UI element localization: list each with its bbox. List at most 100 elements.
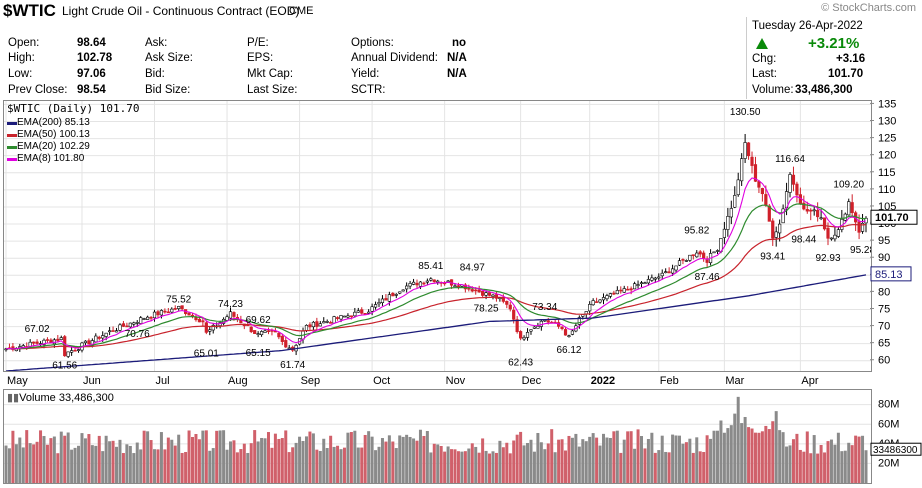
volume-bar [70, 449, 74, 483]
candle-body [605, 295, 609, 300]
candle-body [477, 289, 481, 293]
candle-body [805, 209, 809, 212]
candle-body [177, 306, 181, 309]
price-pane: 67.02 61.56 75.52 70.76 65.01 74.23 69.62 65.15… [3, 100, 875, 372]
chg-value: +3.16 [836, 53, 866, 65]
candle-body [750, 156, 754, 166]
candle-body [353, 311, 357, 317]
candle-body [453, 285, 457, 288]
volume-bar [771, 421, 775, 483]
volume-bar [674, 435, 678, 483]
volume-label: Volume: [752, 84, 794, 96]
candle-body [505, 300, 509, 305]
candle-body [429, 278, 433, 281]
volume-bar [560, 439, 564, 483]
candle-body [816, 209, 820, 218]
candle-body [108, 330, 112, 333]
candle-body [774, 231, 778, 238]
candle-body [135, 322, 139, 324]
price-label: 70.76 [125, 329, 150, 340]
candle-body [674, 265, 678, 271]
candle-body [211, 324, 215, 331]
volume-bar [826, 441, 830, 483]
price-label: 92.93 [815, 253, 840, 264]
volume-bar [805, 431, 809, 483]
volume-bar [456, 451, 460, 483]
candle-body [639, 282, 644, 284]
volume-bar [187, 430, 191, 483]
volume-bar [242, 443, 246, 483]
candle-body [18, 346, 22, 348]
last-label: Last: [752, 68, 777, 80]
volume-bar [332, 446, 336, 483]
volume-bar [163, 449, 167, 483]
candle-body [563, 329, 568, 336]
volume-bar [391, 441, 395, 483]
candle-body [632, 283, 637, 290]
candle-body [249, 326, 253, 333]
dividend-value: N/A [447, 52, 467, 64]
volume-bar [436, 444, 440, 483]
candle-body [736, 179, 740, 196]
candle-body [332, 316, 336, 324]
bid-size-label: Bid Size: [145, 84, 191, 96]
volume-bar [284, 430, 288, 483]
x-tick-label: Jul [156, 375, 170, 387]
candle-body [73, 349, 77, 352]
candle-body [681, 259, 685, 261]
volume-bar [294, 442, 298, 483]
volume-bar [691, 452, 695, 483]
low-value: 97.06 [77, 68, 106, 80]
candle-body [401, 289, 405, 292]
volume-bar [570, 437, 574, 483]
volume-bar [702, 451, 706, 483]
volume-bar [301, 441, 305, 483]
x-tick-label: Sep [301, 375, 321, 387]
volume-bar [491, 451, 495, 483]
candle-body [636, 284, 640, 286]
price-label: 73.34 [532, 302, 557, 313]
candle-body [204, 322, 208, 333]
volume-bar [346, 432, 350, 483]
volume-bar [626, 431, 630, 483]
volume-bar [39, 430, 43, 483]
candle-body [197, 318, 202, 323]
candle-body [788, 174, 792, 193]
candle-body [570, 330, 575, 335]
legend-ema200: ▬EMA(200) 85.13 [7, 117, 90, 128]
candle-body [398, 291, 402, 294]
volume-bar [104, 435, 108, 483]
volume-bar [304, 436, 308, 483]
volume-bar [149, 440, 153, 483]
volume-bar [318, 450, 322, 483]
volume-bar [588, 436, 592, 483]
candle-body [125, 325, 129, 328]
candle-body [484, 292, 488, 296]
candle-body [436, 280, 440, 283]
volume-bar [564, 450, 568, 483]
candle-body [529, 329, 533, 332]
candle-body [104, 332, 108, 337]
candle-body [629, 288, 633, 291]
volume-bar [743, 416, 747, 483]
volume-bar [387, 435, 391, 483]
volume-bar [574, 433, 578, 483]
volume-bar [349, 432, 353, 483]
volume-bar [4, 445, 8, 483]
volume-bar [612, 431, 616, 483]
candle-body [812, 209, 816, 212]
price-label: 65.01 [194, 349, 219, 360]
candle-body [512, 309, 516, 320]
candle-body [660, 272, 664, 277]
volume-bar [484, 450, 488, 483]
volume-chart[interactable] [4, 390, 871, 483]
candle-body [339, 315, 343, 320]
volume-bar [446, 446, 450, 483]
candle-body [263, 330, 267, 333]
volume-bar [494, 452, 498, 483]
volume-bar [640, 436, 644, 483]
volume-bar [370, 436, 374, 483]
volume-bar [246, 452, 250, 483]
candle-body [643, 282, 647, 285]
